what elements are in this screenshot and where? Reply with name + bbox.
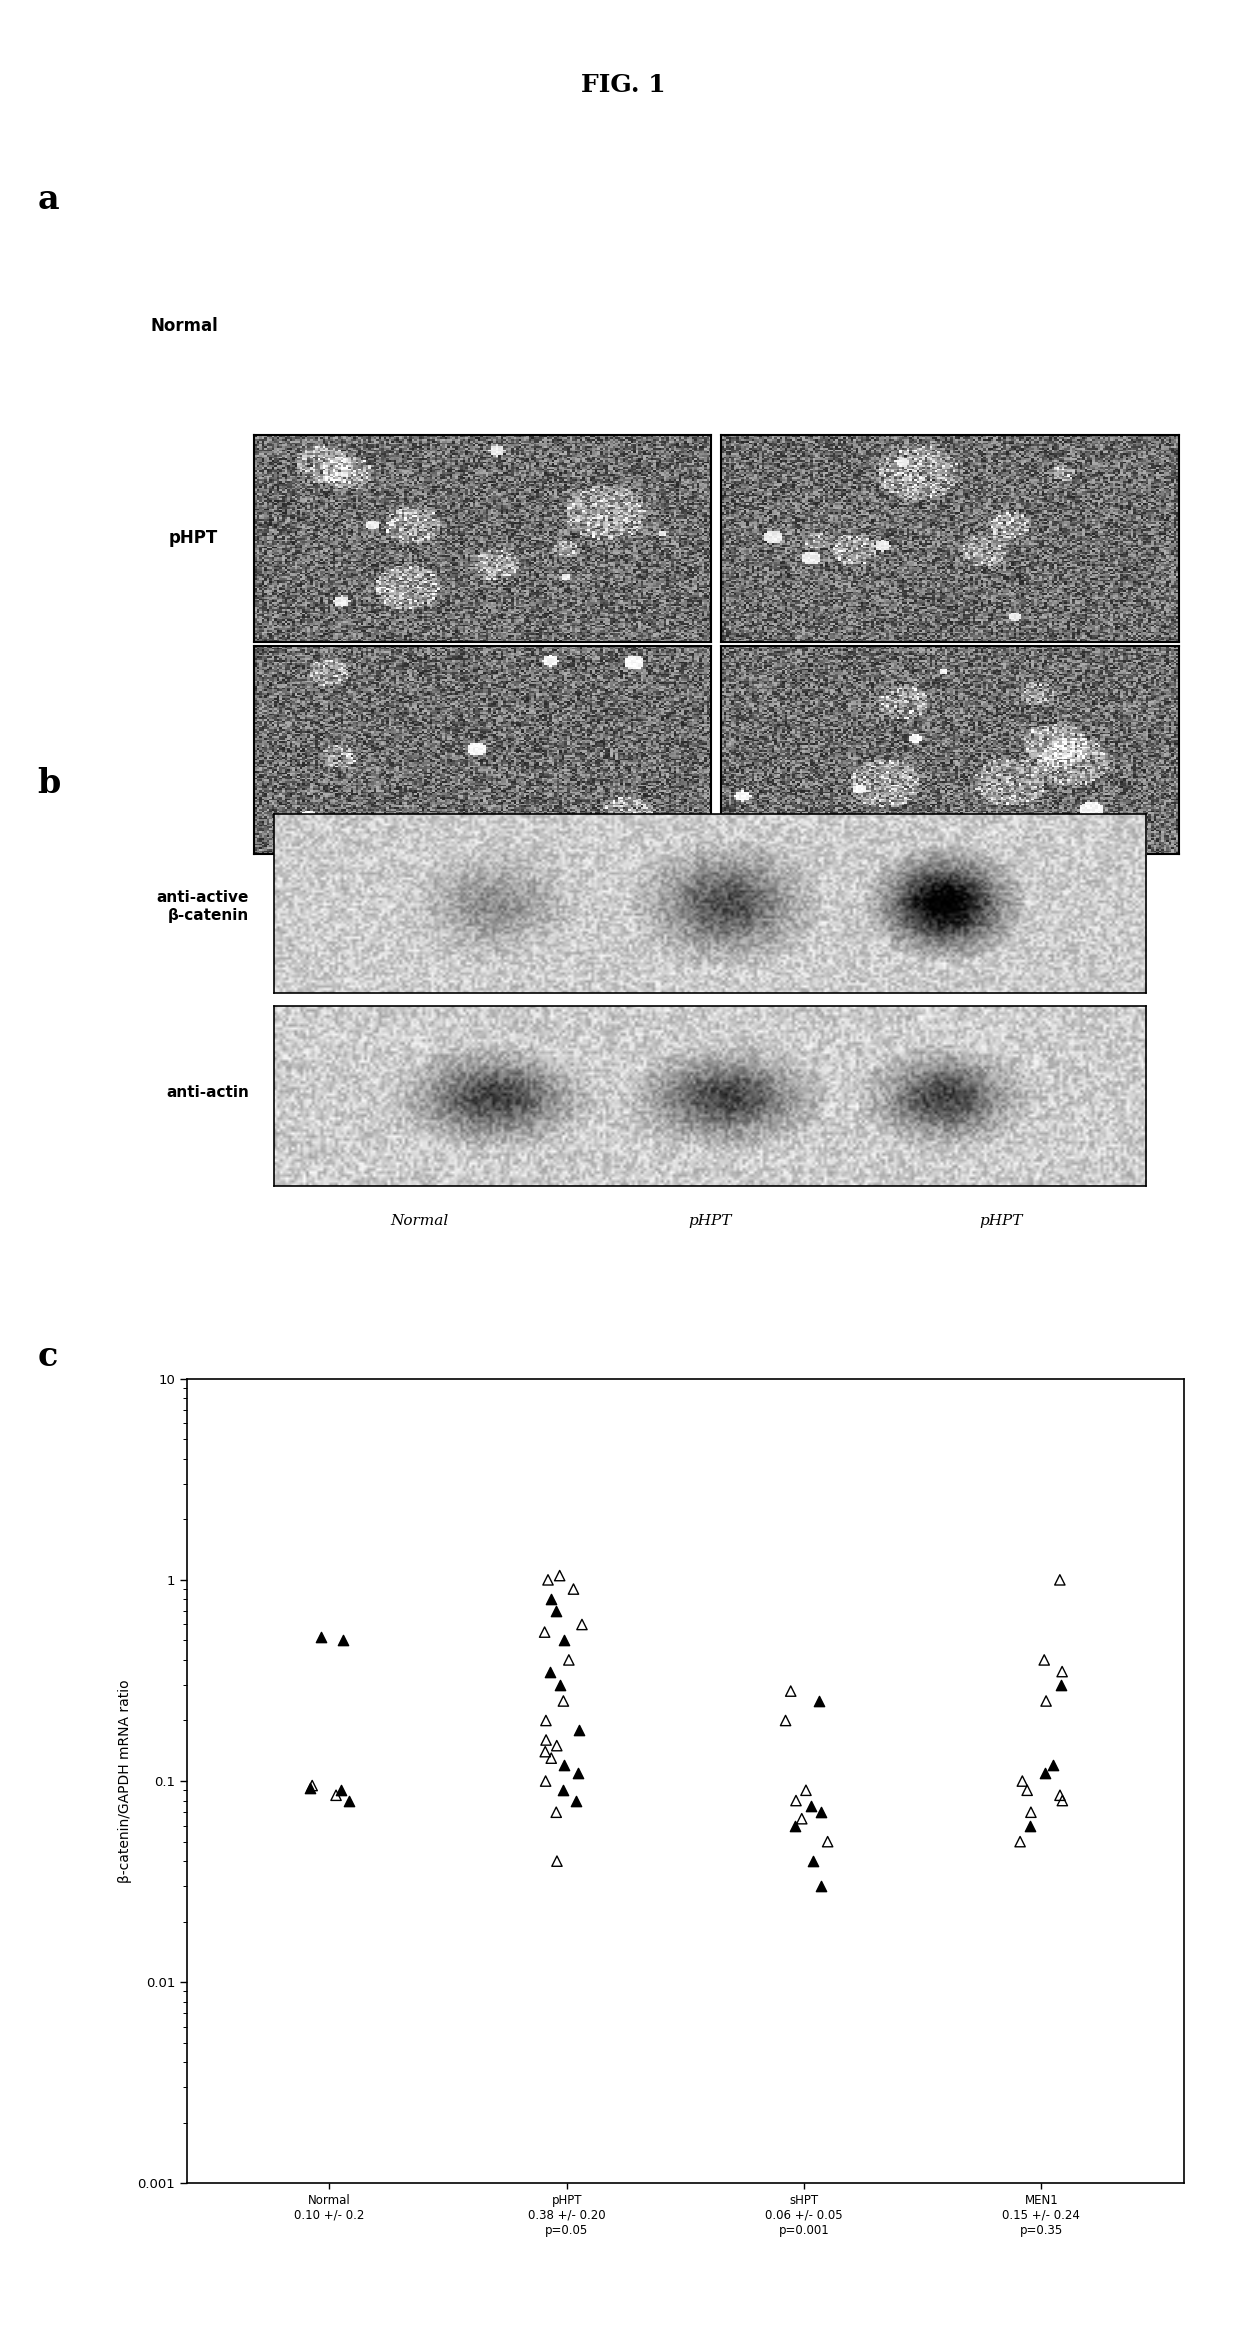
Text: anti-β-catenin
+ peptide: anti-β-catenin + peptide [897,663,1003,696]
Text: a: a [37,182,59,216]
Text: FIG. 1: FIG. 1 [581,74,665,98]
Text: Normal: Normal [151,316,218,335]
Text: anti-active
β-catenin: anti-active β-catenin [157,891,249,924]
Text: c: c [37,1340,57,1373]
Text: Normal: Normal [390,1215,449,1229]
Text: pHPT: pHPT [168,528,218,547]
Text: anti-actin: anti-actin [166,1084,249,1101]
Text: anti-β-catenin: anti-β-catenin [430,663,536,677]
Text: pHPT: pHPT [689,1215,731,1229]
Text: b: b [37,768,61,800]
Text: pHPT: pHPT [979,1215,1023,1229]
